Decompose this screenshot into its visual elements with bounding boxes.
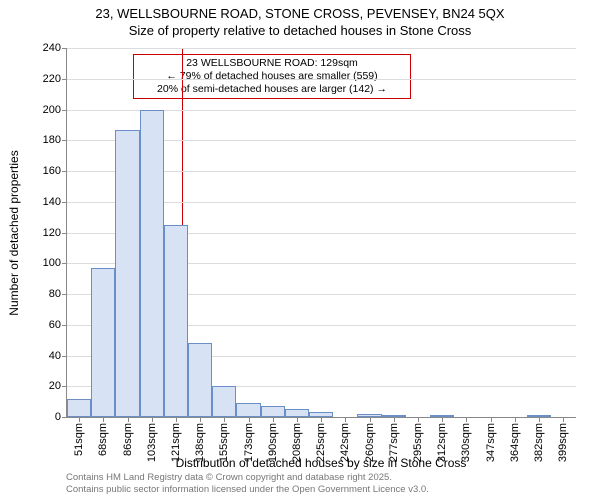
y-tick-mark: [62, 202, 67, 203]
x-tick-mark: [442, 417, 443, 422]
x-tick-label: 260sqm: [364, 423, 376, 462]
y-tick-mark: [62, 386, 67, 387]
y-tick-label: 120: [43, 227, 61, 239]
histogram-bar: [285, 409, 309, 417]
x-tick-mark: [200, 417, 201, 422]
x-tick-label: 277sqm: [388, 423, 400, 462]
x-tick-mark: [491, 417, 492, 422]
footer-line-1: Contains HM Land Registry data © Crown c…: [66, 472, 429, 484]
x-tick-label: 295sqm: [412, 423, 424, 462]
y-tick-mark: [62, 140, 67, 141]
title-block: 23, WELLSBOURNE ROAD, STONE CROSS, PEVEN…: [0, 0, 600, 40]
x-tick-mark: [539, 417, 540, 422]
y-tick-label: 240: [43, 42, 61, 54]
x-tick-mark: [466, 417, 467, 422]
x-tick-label: 242sqm: [339, 423, 351, 462]
annotation-box: 23 WELLSBOURNE ROAD: 129sqm ← 79% of det…: [133, 54, 411, 99]
title-line-2: Size of property relative to detached ho…: [0, 23, 600, 40]
x-tick-mark: [273, 417, 274, 422]
x-tick-label: 155sqm: [218, 423, 230, 462]
annotation-line-1: 23 WELLSBOURNE ROAD: 129sqm: [138, 57, 406, 70]
x-tick-label: 382sqm: [533, 423, 545, 462]
chart-plot-area: 23 WELLSBOURNE ROAD: 129sqm ← 79% of det…: [66, 48, 576, 418]
x-tick-label: 330sqm: [460, 423, 472, 462]
x-tick-label: 173sqm: [243, 423, 255, 462]
x-tick-label: 364sqm: [509, 423, 521, 462]
x-tick-label: 51sqm: [73, 423, 85, 456]
x-tick-label: 86sqm: [122, 423, 134, 456]
y-tick-mark: [62, 110, 67, 111]
annotation-line-2: ← 79% of detached houses are smaller (55…: [138, 70, 406, 83]
x-tick-mark: [128, 417, 129, 422]
footer-attribution: Contains HM Land Registry data © Crown c…: [66, 472, 429, 496]
y-tick-mark: [62, 294, 67, 295]
x-tick-label: 103sqm: [146, 423, 158, 462]
x-tick-mark: [152, 417, 153, 422]
x-tick-label: 347sqm: [485, 423, 497, 462]
chart-container: 23, WELLSBOURNE ROAD, STONE CROSS, PEVEN…: [0, 0, 600, 500]
x-tick-mark: [563, 417, 564, 422]
y-tick-label: 220: [43, 73, 61, 85]
y-tick-label: 140: [43, 196, 61, 208]
annotation-line-3: 20% of semi-detached houses are larger (…: [138, 83, 406, 96]
y-tick-mark: [62, 325, 67, 326]
y-tick-label: 80: [49, 288, 61, 300]
grid-line: [67, 79, 576, 80]
histogram-bar: [140, 110, 164, 418]
y-tick-label: 0: [55, 411, 61, 423]
y-tick-mark: [62, 48, 67, 49]
histogram-bar: [164, 225, 188, 417]
x-tick-label: 190sqm: [267, 423, 279, 462]
y-tick-label: 160: [43, 165, 61, 177]
y-tick-label: 20: [49, 380, 61, 392]
x-tick-mark: [103, 417, 104, 422]
x-tick-label: 208sqm: [291, 423, 303, 462]
x-tick-label: 312sqm: [436, 423, 448, 462]
y-tick-label: 100: [43, 257, 61, 269]
x-tick-mark: [370, 417, 371, 422]
histogram-bar: [67, 399, 91, 417]
x-tick-mark: [176, 417, 177, 422]
grid-line: [67, 48, 576, 49]
histogram-bar: [236, 403, 260, 417]
x-tick-mark: [418, 417, 419, 422]
x-tick-label: 138sqm: [194, 423, 206, 462]
x-tick-label: 225sqm: [315, 423, 327, 462]
histogram-bar: [188, 343, 212, 417]
histogram-bar: [115, 130, 139, 418]
x-tick-label: 68sqm: [97, 423, 109, 456]
y-tick-mark: [62, 79, 67, 80]
footer-line-2: Contains public sector information licen…: [66, 484, 429, 496]
x-tick-mark: [345, 417, 346, 422]
x-tick-mark: [297, 417, 298, 422]
x-tick-mark: [79, 417, 80, 422]
y-tick-mark: [62, 233, 67, 234]
x-tick-mark: [394, 417, 395, 422]
x-tick-mark: [515, 417, 516, 422]
y-tick-label: 60: [49, 319, 61, 331]
y-tick-label: 200: [43, 104, 61, 116]
histogram-bar: [261, 406, 285, 417]
histogram-bar: [212, 386, 236, 417]
x-tick-mark: [321, 417, 322, 422]
y-tick-mark: [62, 356, 67, 357]
y-tick-label: 180: [43, 134, 61, 146]
x-tick-label: 121sqm: [170, 423, 182, 462]
histogram-bar: [91, 268, 115, 417]
x-tick-mark: [224, 417, 225, 422]
title-line-1: 23, WELLSBOURNE ROAD, STONE CROSS, PEVEN…: [0, 6, 600, 23]
y-tick-mark: [62, 171, 67, 172]
x-tick-label: 399sqm: [557, 423, 569, 462]
y-tick-label: 40: [49, 350, 61, 362]
x-tick-mark: [249, 417, 250, 422]
y-tick-mark: [62, 263, 67, 264]
y-axis-label: Number of detached properties: [7, 150, 21, 315]
y-tick-mark: [62, 417, 67, 418]
